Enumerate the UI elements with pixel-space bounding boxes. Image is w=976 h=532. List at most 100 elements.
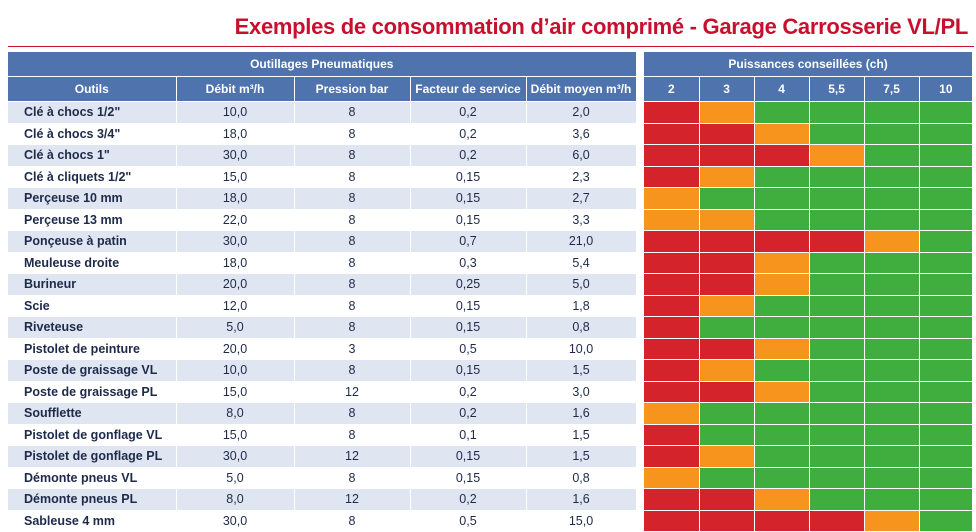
power-level-cell xyxy=(754,273,810,295)
column-gap xyxy=(636,187,645,209)
cell-facteur: 0,7 xyxy=(410,230,527,252)
cell-pression: 8 xyxy=(294,251,411,274)
power-level-cell xyxy=(809,316,865,338)
power-level-cell xyxy=(754,101,810,123)
cell-debit: 12,0 xyxy=(176,294,295,317)
cell-tool-name: Démonte pneus PL xyxy=(8,488,177,510)
cell-debit: 15,0 xyxy=(176,165,295,188)
column-gap xyxy=(636,381,645,403)
power-level-cell xyxy=(864,187,920,209)
power-level-cell xyxy=(809,402,865,424)
power-level-cell xyxy=(809,187,865,209)
table-row: Démonte pneus VL 5,0 8 0,15 0,8 xyxy=(8,466,973,489)
cell-tool-name: Démonte pneus VL xyxy=(8,466,177,489)
cell-pression: 8 xyxy=(294,230,411,252)
cell-debit-moyen: 5,0 xyxy=(526,273,637,295)
power-level-cell xyxy=(864,230,920,252)
power-level-cell xyxy=(754,359,810,381)
table-row: Pistolet de gonflage VL 15,0 8 0,1 1,5 xyxy=(8,423,973,446)
power-level-cell xyxy=(699,294,755,317)
power-level-cell xyxy=(644,466,700,489)
power-level-cell xyxy=(699,273,755,295)
power-level-cell xyxy=(754,466,810,489)
cell-pression: 12 xyxy=(294,445,411,467)
power-level-cell xyxy=(754,509,810,531)
column-gap xyxy=(636,76,645,102)
cell-debit-moyen: 1,8 xyxy=(526,294,637,317)
cell-pression: 8 xyxy=(294,359,411,381)
power-level-cell xyxy=(754,230,810,252)
power-level-cell xyxy=(919,359,973,381)
power-level-cell xyxy=(809,337,865,360)
cell-facteur: 0,25 xyxy=(410,273,527,295)
table-row: Clé à chocs 1/2" 10,0 8 0,2 2,0 xyxy=(8,101,973,123)
cell-debit-moyen: 2,3 xyxy=(526,165,637,188)
column-gap xyxy=(636,359,645,381)
power-level-cell xyxy=(864,273,920,295)
power-level-cell xyxy=(644,337,700,360)
column-gap xyxy=(636,144,645,166)
cell-facteur: 0,15 xyxy=(410,445,527,467)
cell-debit: 20,0 xyxy=(176,273,295,295)
cell-debit: 30,0 xyxy=(176,230,295,252)
power-level-cell xyxy=(644,445,700,467)
cell-pression: 8 xyxy=(294,101,411,123)
table-row: Burineur 20,0 8 0,25 5,0 xyxy=(8,273,973,295)
power-level-cell xyxy=(919,466,973,489)
power-level-cell xyxy=(809,101,865,123)
power-level-cell xyxy=(644,380,700,403)
power-level-cell xyxy=(699,402,755,424)
cell-debit-moyen: 1,5 xyxy=(526,423,637,446)
power-level-cell xyxy=(754,380,810,403)
cell-facteur: 0,5 xyxy=(410,509,527,531)
cell-facteur: 0,15 xyxy=(410,316,527,338)
cell-pression: 8 xyxy=(294,208,411,231)
col-header-power: 4 xyxy=(754,76,810,102)
power-level-cell xyxy=(864,402,920,424)
power-level-cell xyxy=(754,187,810,209)
cell-debit-moyen: 1,6 xyxy=(526,488,637,510)
power-level-cell xyxy=(919,380,973,403)
col-header-moyen: Débit moyen m³/h xyxy=(526,76,637,102)
cell-pression: 8 xyxy=(294,316,411,338)
cell-debit: 8,0 xyxy=(176,402,295,424)
power-level-cell xyxy=(919,251,973,274)
table-row: Démonte pneus PL 8,0 12 0,2 1,6 xyxy=(8,488,973,510)
table-row: Ponçeuse à patin 30,0 8 0,7 21,0 xyxy=(8,230,973,252)
power-level-cell xyxy=(644,273,700,295)
power-level-cell xyxy=(644,509,700,531)
power-level-cell xyxy=(809,251,865,274)
cell-debit-moyen: 21,0 xyxy=(526,230,637,252)
cell-tool-name: Scie xyxy=(8,294,177,317)
table-row: Pistolet de gonflage PL 30,0 12 0,15 1,5 xyxy=(8,445,973,467)
cell-facteur: 0,15 xyxy=(410,165,527,188)
power-level-cell xyxy=(644,165,700,188)
column-gap xyxy=(636,252,645,274)
power-level-cell xyxy=(919,445,973,467)
power-level-cell xyxy=(754,208,810,231)
power-level-cell xyxy=(754,402,810,424)
power-level-cell xyxy=(809,208,865,231)
power-level-cell xyxy=(699,337,755,360)
power-level-cell xyxy=(644,359,700,381)
cell-tool-name: Perçeuse 10 mm xyxy=(8,187,177,209)
power-level-cell xyxy=(919,165,973,188)
table-row: Clé à cliquets 1/2" 15,0 8 0,15 2,3 xyxy=(8,165,973,188)
cell-pression: 8 xyxy=(294,273,411,295)
cell-facteur: 0,3 xyxy=(410,251,527,274)
power-level-cell xyxy=(919,294,973,317)
power-level-cell xyxy=(754,165,810,188)
cell-tool-name: Pistolet de gonflage VL xyxy=(8,423,177,446)
column-gap xyxy=(636,273,645,295)
cell-tool-name: Clé à chocs 1/2" xyxy=(8,101,177,123)
cell-tool-name: Ponçeuse à patin xyxy=(8,230,177,252)
power-level-cell xyxy=(644,208,700,231)
cell-debit: 18,0 xyxy=(176,122,295,145)
power-level-cell xyxy=(864,144,920,166)
column-gap xyxy=(636,52,645,77)
cell-tool-name: Perçeuse 13 mm xyxy=(8,208,177,231)
cell-tool-name: Meuleuse droite xyxy=(8,251,177,274)
table-row: Scie 12,0 8 0,15 1,8 xyxy=(8,294,973,317)
cell-debit-moyen: 0,8 xyxy=(526,466,637,489)
cell-debit: 18,0 xyxy=(176,251,295,274)
